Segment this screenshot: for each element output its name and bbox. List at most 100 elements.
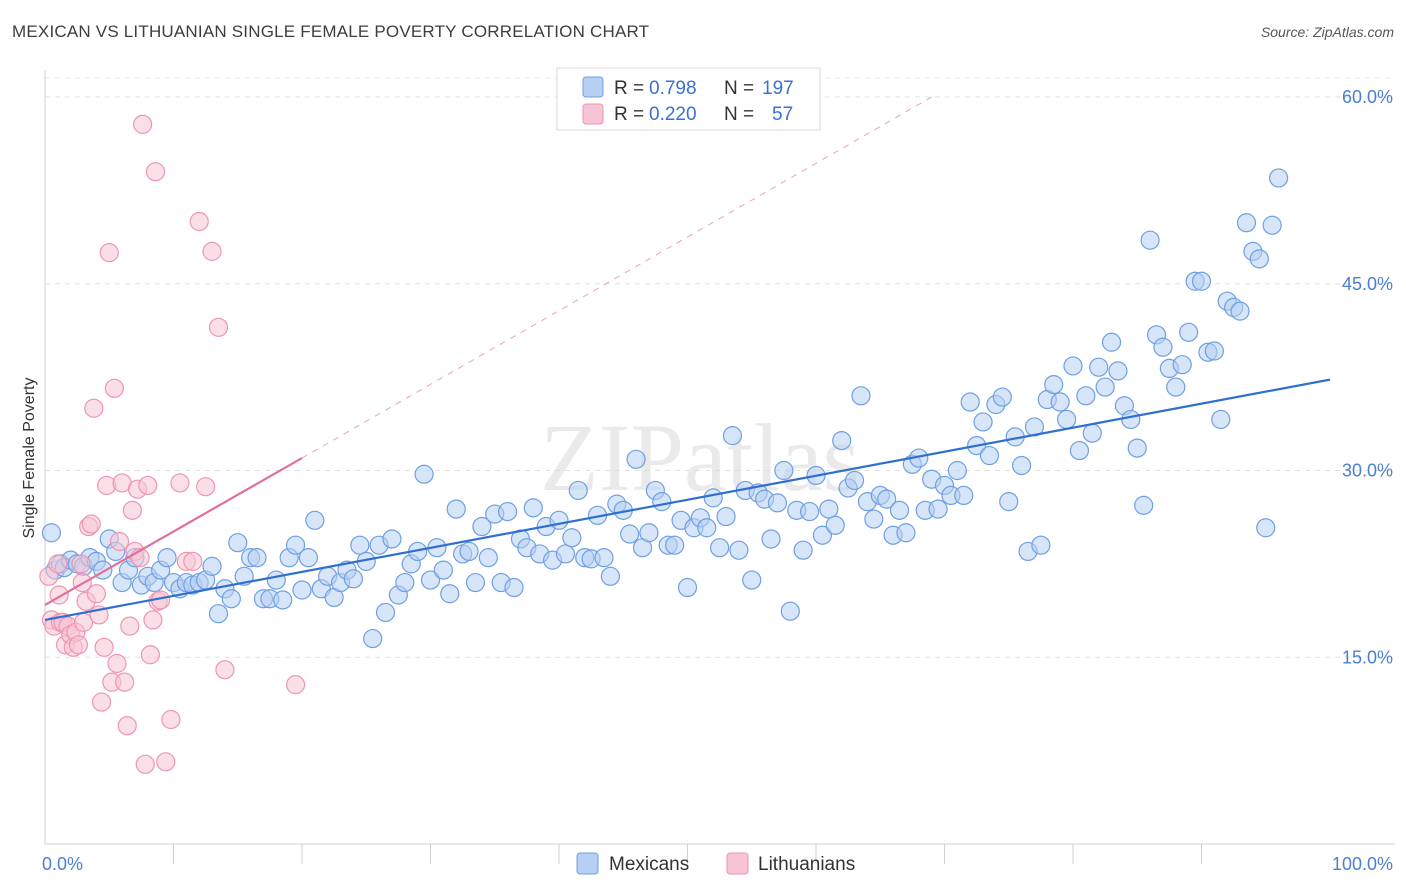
point-lithuanians [156, 752, 176, 772]
point-mexicans [1230, 301, 1250, 321]
point-mexicans [600, 566, 621, 586]
point-mexicans [1256, 518, 1276, 538]
point-lithuanians [143, 610, 163, 630]
point-mexicans [999, 492, 1019, 512]
point-mexicans [767, 493, 788, 513]
point-mexicans [228, 533, 248, 553]
point-lithuanians [91, 692, 112, 712]
trend-line-lithuanians [44, 457, 303, 606]
point-mexicans [1069, 440, 1090, 461]
point-lithuanians [86, 584, 107, 604]
point-mexicans [1089, 357, 1109, 377]
point-mexicans [652, 492, 672, 512]
point-mexicans [832, 431, 852, 451]
point-mexicans [1249, 249, 1269, 269]
point-mexicans [298, 548, 319, 568]
point-mexicans [157, 548, 177, 568]
point-mexicans [363, 628, 383, 649]
point-mexicans [896, 523, 916, 543]
point-mexicans [973, 412, 993, 432]
point-mexicans [568, 480, 588, 501]
point-mexicans [1031, 535, 1051, 555]
point-mexicans [446, 499, 466, 519]
point-mexicans [819, 499, 839, 519]
point-mexicans [395, 572, 415, 593]
legend-n-value-lithuanians: 57 [772, 104, 793, 125]
point-mexicans [1063, 356, 1083, 376]
point-mexicans [928, 499, 948, 519]
point-mexicans [844, 470, 865, 491]
legend-r-label: R = [614, 78, 644, 99]
point-mexicans [273, 590, 293, 610]
point-mexicans [1262, 215, 1282, 235]
point-mexicans [202, 556, 222, 576]
point-mexicans [697, 518, 717, 538]
point-mexicans [761, 529, 781, 549]
point-mexicans [375, 602, 396, 623]
y-tick-label: 60.0% [1342, 87, 1393, 107]
point-mexicans [247, 548, 267, 568]
point-mexicans [774, 460, 794, 481]
legend-r-value-mexicans: 0.798 [649, 78, 697, 99]
bottom-legend-swatch-mexicans [576, 852, 599, 875]
point-lithuanians [140, 645, 160, 665]
point-lithuanians [99, 243, 119, 263]
point-mexicans [1121, 409, 1141, 430]
point-mexicans [812, 525, 833, 545]
point-mexicans [979, 445, 1000, 466]
legend-n-value-mexicans: 197 [762, 78, 794, 99]
point-mexicans [1082, 423, 1102, 443]
point-mexicans [266, 570, 286, 590]
point-mexicans [1076, 386, 1096, 406]
point-mexicans [562, 528, 582, 548]
point-mexicans [710, 538, 730, 558]
axes [44, 70, 1395, 864]
source-label: Source: ZipAtlas.com [1260, 24, 1394, 40]
point-lithuanians [189, 211, 209, 232]
bottom-legend: Mexicans Lithuanians [576, 852, 855, 875]
point-mexicans [433, 560, 453, 580]
point-lithuanians [138, 475, 158, 496]
point-mexicans [825, 515, 845, 535]
point-mexicans [504, 577, 524, 598]
point-lithuanians [107, 653, 127, 674]
point-lithuanians [161, 709, 181, 730]
legend-r-value-lithuanians: 0.220 [649, 104, 697, 125]
watermark-text: ZIPatlas [540, 404, 860, 511]
y-tick-label: 15.0% [1342, 647, 1393, 667]
point-mexicans [1140, 230, 1160, 250]
point-lithuanians [196, 477, 216, 497]
point-mexicans [292, 580, 312, 600]
point-mexicans [41, 523, 62, 543]
y-tick-label: 30.0% [1342, 461, 1393, 481]
point-lithuanians [68, 635, 89, 655]
point-mexicans [414, 464, 434, 484]
point-mexicans [1179, 322, 1199, 342]
point-mexicans [1095, 377, 1115, 397]
point-mexicans [1166, 377, 1186, 397]
bottom-legend-mexicans: Mexicans [609, 854, 689, 875]
point-mexicans [864, 509, 884, 529]
point-lithuanians [145, 162, 166, 182]
point-lithuanians [183, 551, 203, 571]
point-mexicans [889, 500, 910, 520]
x-tick-label: 0.0% [42, 854, 83, 874]
point-mexicans [716, 506, 736, 527]
point-mexicans [305, 510, 325, 530]
point-mexicans [620, 524, 640, 544]
point-mexicans [665, 535, 685, 555]
series-lithuanians [39, 114, 306, 774]
point-mexicans [549, 510, 569, 530]
legend: R = 0.798 N = 197 R = 0.220 N = 57 [556, 67, 821, 131]
point-mexicans [459, 541, 479, 562]
point-mexicans [498, 501, 518, 522]
point-mexicans [1101, 332, 1122, 352]
point-lithuanians [48, 554, 68, 574]
point-mexicans [742, 570, 762, 590]
point-lithuanians [285, 675, 306, 695]
point-mexicans [851, 386, 871, 406]
point-lithuanians [81, 514, 101, 534]
point-mexicans [992, 387, 1012, 407]
point-mexicans [1191, 271, 1212, 291]
